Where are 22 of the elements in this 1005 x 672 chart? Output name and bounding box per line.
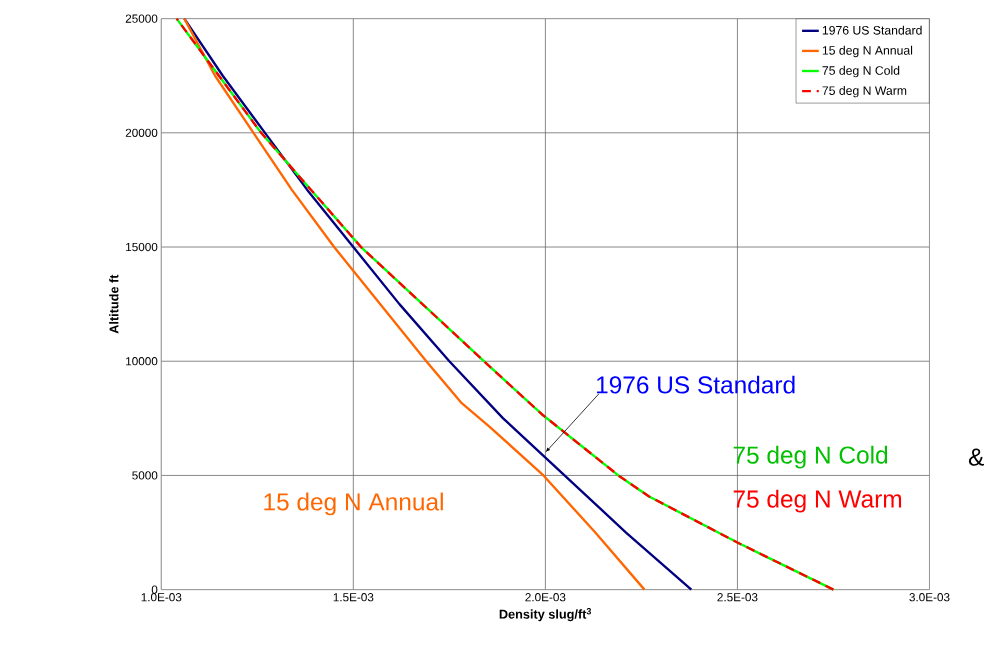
y-tick-label: 10000: [126, 357, 158, 366]
annotation: 1976 US Standard: [596, 375, 795, 394]
y-tick-label: 0: [151, 585, 158, 594]
annotation: 15 deg N Annual: [264, 492, 443, 516]
x-tick-label: 2.0E-03: [525, 593, 566, 602]
x-tick-label: 2.5E-03: [717, 593, 758, 602]
text: &: [968, 448, 984, 466]
y-tick-label: 5000: [132, 471, 158, 480]
x-tick-label: 1.5E-03: [333, 593, 374, 602]
legend-label: 1976 US Standard: [822, 25, 922, 35]
x-tick-label: 1.0E-03: [141, 593, 182, 602]
x-axis-title: Density slug/ft$^{3}$: [499, 608, 592, 622]
annotation: 75 deg N Warm: [733, 489, 902, 513]
legend-label: 75 deg N Warm: [822, 85, 907, 98]
y-axis-title: Altitude ft: [109, 274, 119, 334]
annotation: 75 deg N Cold: [733, 445, 888, 469]
x-tick-label: 3.0E-03: [909, 593, 950, 602]
y-tick-label: 15000: [126, 242, 158, 252]
y-tick-label: 25000: [125, 14, 158, 23]
y-tick-label: 20000: [125, 128, 158, 137]
legend-label: 75 deg N Cold: [822, 65, 900, 78]
legend-label: 15 deg N Annual: [822, 45, 913, 58]
